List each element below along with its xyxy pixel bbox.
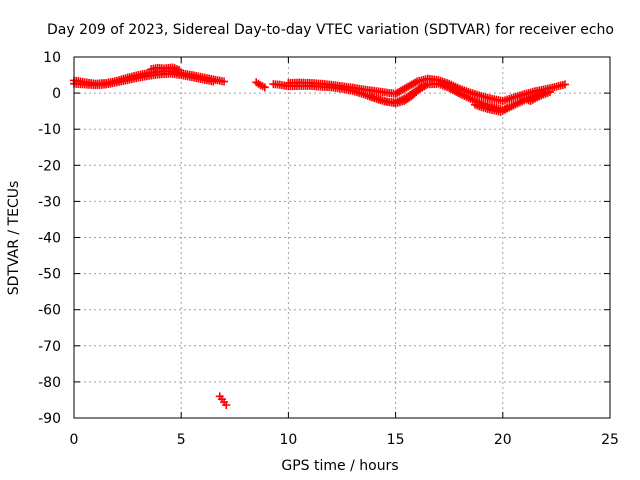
data-segment (147, 63, 184, 74)
data-point (545, 88, 554, 97)
y-tick-label: -80 (38, 375, 61, 391)
data-point (220, 77, 229, 86)
x-tick-label: 15 (387, 432, 405, 448)
data-segment (269, 80, 291, 90)
data-segment (365, 83, 426, 108)
data-point (260, 83, 269, 92)
y-tick-label: -30 (38, 194, 61, 210)
data-point (222, 401, 231, 410)
y-axis-label: SDTVAR / TECUs (6, 181, 22, 296)
data-point (509, 101, 518, 110)
data-point (560, 80, 569, 89)
y-tick-label: -40 (38, 231, 61, 247)
data-segment (70, 69, 218, 90)
y-tick-label: -50 (38, 267, 61, 283)
x-tick-label: 0 (70, 432, 79, 448)
y-tick-label: 0 (52, 86, 61, 102)
data-segment (252, 78, 269, 92)
chart-title: Day 209 of 2023, Sidereal Day-to-day VTE… (47, 22, 614, 38)
x-tick-label: 20 (494, 432, 512, 448)
y-tick-label: 10 (43, 50, 61, 66)
y-tick-label: -60 (38, 303, 61, 319)
y-tick-label: -20 (38, 158, 61, 174)
y-tick-label: -90 (38, 411, 61, 427)
data-point (175, 65, 184, 74)
data-series (70, 63, 569, 410)
x-axis-label: GPS time / hours (281, 458, 398, 474)
data-point (209, 77, 218, 86)
data-point (421, 81, 430, 90)
data-segment (520, 88, 554, 106)
data-point (411, 78, 420, 87)
x-tick-label: 25 (601, 432, 619, 448)
y-tick-label: -10 (38, 122, 61, 138)
data-point (415, 84, 424, 93)
grid (74, 57, 610, 418)
data-point (417, 83, 426, 92)
x-tick-label: 5 (177, 432, 186, 448)
x-tick-label: 10 (279, 432, 297, 448)
axis-ticks: 0 5 10 15 20 25 10 0 -10 -20 -30 -40 -50 -60 -70 -80 -90 (38, 50, 619, 448)
data-segment (215, 392, 231, 410)
y-tick-label: -70 (38, 339, 61, 355)
data-segment (470, 100, 518, 116)
